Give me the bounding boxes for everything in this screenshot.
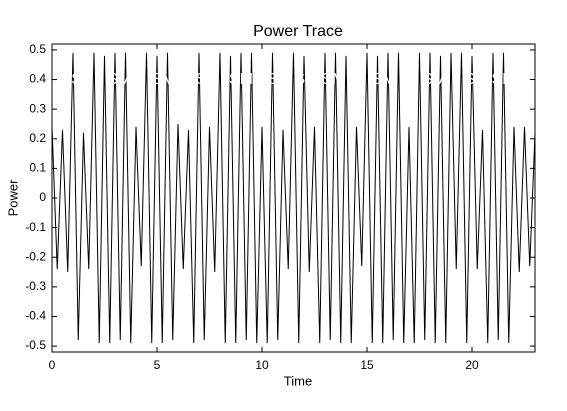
y-tick-label: 0 xyxy=(39,190,46,204)
annotation: SM xyxy=(107,71,131,88)
y-tick-label: -0.2 xyxy=(25,249,46,263)
annotation: SM xyxy=(151,71,175,88)
annotation: S xyxy=(294,71,305,88)
plot-frame xyxy=(51,43,536,353)
y-tick-label: -0.4 xyxy=(25,309,46,323)
annotation: SM xyxy=(372,71,396,88)
trace-line xyxy=(51,52,536,344)
annotation: SM xyxy=(492,71,516,88)
y-tick-label: 0.3 xyxy=(29,101,46,115)
x-tick-label: 5 xyxy=(154,358,161,372)
y-tick-label: 0.1 xyxy=(29,161,46,175)
y-tick-label: -0.3 xyxy=(25,279,46,293)
y-tick-label: -0.5 xyxy=(25,338,46,352)
y-tick-label: 0.2 xyxy=(29,131,46,145)
x-tick-label: 15 xyxy=(360,358,374,372)
x-tick-label: 10 xyxy=(255,358,269,372)
annotation: S xyxy=(267,71,278,88)
annotation: S xyxy=(71,71,82,88)
annotation: SM xyxy=(229,71,253,88)
x-tick-label: 0 xyxy=(49,358,56,372)
annotation: S xyxy=(196,71,207,88)
y-tick-label: -0.1 xyxy=(25,220,46,234)
annotation: SM xyxy=(422,71,446,88)
y-tick-label: 0.5 xyxy=(29,42,46,56)
y-tick-label: 0.4 xyxy=(29,72,46,86)
annotation: S xyxy=(465,71,476,88)
annotation: SM xyxy=(321,71,345,88)
x-axis-label: Time xyxy=(284,373,312,388)
y-axis-label: Power xyxy=(5,179,20,217)
x-tick-label: 20 xyxy=(465,358,479,372)
chart-title: Power Trace xyxy=(253,23,343,40)
